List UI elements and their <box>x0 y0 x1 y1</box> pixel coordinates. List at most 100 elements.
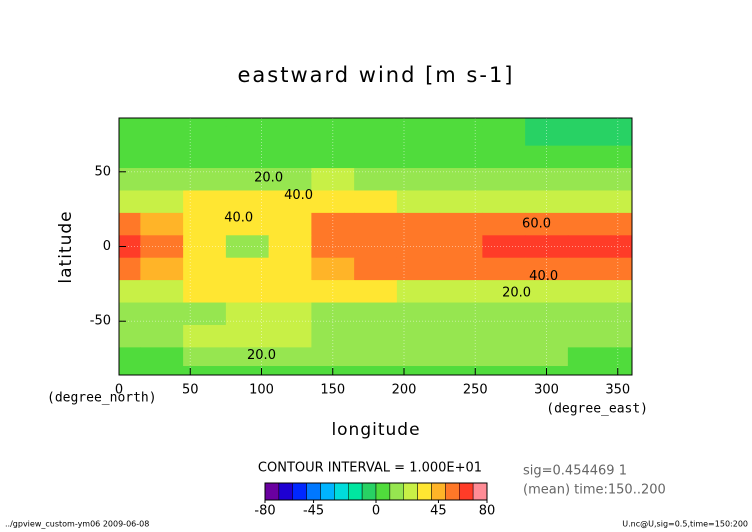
contour-cell <box>482 280 526 304</box>
contour-cell <box>140 212 184 236</box>
contour-label: 40.0 <box>224 211 253 226</box>
contour-cell <box>140 280 184 304</box>
contour-cell <box>354 280 398 304</box>
contour-cell <box>396 168 441 191</box>
contour-cell <box>225 366 270 376</box>
x-tick-label: 100 <box>249 383 274 398</box>
contour-cell <box>525 302 569 326</box>
contour-cell <box>567 324 612 348</box>
contour-cell <box>268 190 312 214</box>
contour-cell <box>183 235 227 259</box>
contour-cell <box>311 302 355 326</box>
y-axis-label: latitude <box>56 210 76 283</box>
contour-cell <box>140 366 184 376</box>
x-axis-label: longitude <box>331 420 420 440</box>
contour-cell <box>439 324 483 348</box>
contour-label: 20.0 <box>254 170 283 185</box>
contour-cell <box>567 366 612 376</box>
contour-cell <box>482 302 526 326</box>
x-tick-label: 150 <box>320 383 345 398</box>
contour-cell <box>311 118 355 128</box>
contour-cell <box>439 118 483 128</box>
contour-cell <box>610 145 633 169</box>
contour-cell <box>183 126 227 147</box>
contour-cell <box>119 366 141 376</box>
contour-cell <box>610 366 633 376</box>
contour-cell <box>567 118 612 128</box>
contour-cell <box>119 145 141 169</box>
contour-cell <box>140 118 184 128</box>
contour-cell <box>439 212 483 236</box>
contour-cell <box>225 118 270 128</box>
footer-left: ../gpview_custom-ym06 2009-06-08 <box>5 520 149 529</box>
contour-cell <box>396 324 441 348</box>
contour-cell <box>567 280 612 304</box>
contour-cell <box>140 324 184 348</box>
contour-cell <box>354 324 398 348</box>
x-tick-label: 200 <box>392 383 417 398</box>
contour-cell <box>482 324 526 348</box>
y-tick-label: 50 <box>94 164 111 179</box>
x-tick-label: 250 <box>463 383 488 398</box>
contour-cell <box>268 118 312 128</box>
contour-cell <box>268 126 312 147</box>
contour-cell <box>311 280 355 304</box>
contour-cell <box>525 212 569 236</box>
contour-cell <box>610 126 633 147</box>
contour-cell <box>225 347 270 367</box>
contour-cell <box>183 280 227 304</box>
contour-cell <box>396 126 441 147</box>
contour-cell <box>183 212 227 236</box>
contour-cell <box>183 347 227 367</box>
x-tick-label: 50 <box>182 383 199 398</box>
contour-cell <box>183 366 227 376</box>
colorbar-swatch <box>278 482 293 501</box>
x-units: (degree_east) <box>546 402 648 417</box>
contour-cell <box>354 190 398 214</box>
contour-cell <box>354 145 398 169</box>
colorbar-swatch <box>292 482 307 501</box>
contour-cell <box>396 235 441 259</box>
contour-cell <box>225 324 270 348</box>
contour-cell <box>396 145 441 169</box>
colorbar-tick-label: 80 <box>479 504 496 519</box>
contour-cell <box>567 212 612 236</box>
contour-cell <box>311 347 355 367</box>
contour-cell <box>225 126 270 147</box>
contour-cell <box>225 145 270 169</box>
contour-cell <box>183 168 227 191</box>
contour-cell <box>396 118 441 128</box>
contour-cell <box>610 118 633 128</box>
contour-cell <box>396 302 441 326</box>
contour-cell <box>225 280 270 304</box>
contour-cell <box>610 347 633 367</box>
contour-cell <box>183 257 227 281</box>
contour-cell <box>525 347 569 367</box>
contour-cell <box>525 126 569 147</box>
contour-cell <box>610 280 633 304</box>
contour-cell <box>482 257 526 281</box>
contour-cell <box>439 302 483 326</box>
colorbar-swatch <box>472 482 488 501</box>
contour-cell <box>311 126 355 147</box>
colorbar-swatch <box>417 482 432 501</box>
contour-cell <box>354 235 398 259</box>
contour-cell <box>567 168 612 191</box>
chart-title: eastward wind [m s-1] <box>238 63 515 87</box>
contour-cell <box>482 145 526 169</box>
contour-cell <box>119 257 141 281</box>
colorbar-swatch <box>459 482 474 501</box>
contour-cell <box>268 324 312 348</box>
contour-cell <box>610 302 633 326</box>
contour-cell <box>140 145 184 169</box>
contour-cell <box>268 212 312 236</box>
contour-cell <box>268 257 312 281</box>
contour-cell <box>354 347 398 367</box>
contour-cell <box>225 212 270 236</box>
contour-cell <box>311 168 355 191</box>
contour-cell <box>268 347 312 367</box>
contour-cell <box>439 280 483 304</box>
note: sig=0.454469 1 <box>523 464 627 479</box>
contour-cell <box>311 324 355 348</box>
colorbar-tick-label: -80 <box>254 504 275 519</box>
